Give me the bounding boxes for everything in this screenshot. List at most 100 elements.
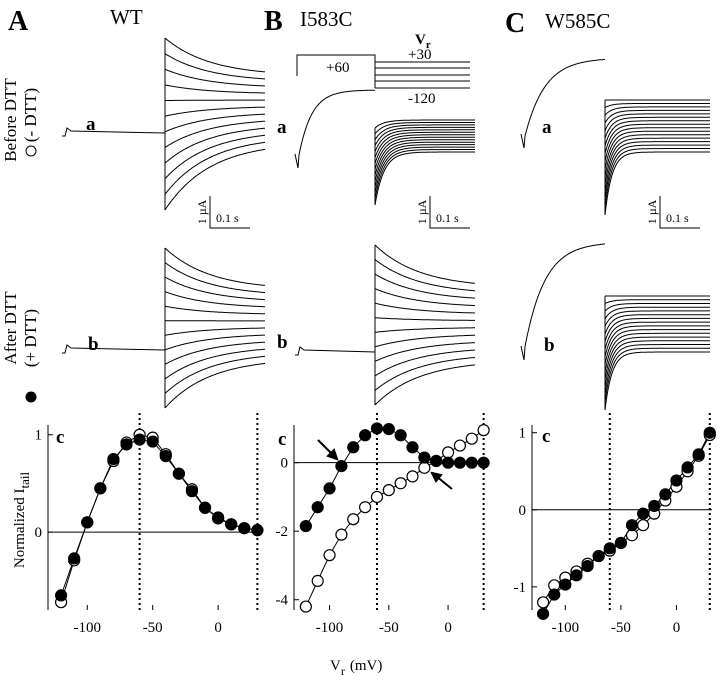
current-trace (374, 134, 475, 164)
scale-time: 0.1 s (436, 211, 459, 225)
current-trace (374, 273, 476, 299)
filled-point (159, 450, 172, 463)
current-trace (604, 127, 710, 162)
filled-point (548, 588, 561, 601)
current-trace (374, 129, 475, 152)
current-trace (164, 106, 265, 117)
protocol-v-sub: r (426, 39, 431, 51)
scale-current: 1 µA (415, 199, 429, 224)
current-trace (604, 141, 710, 193)
current-trace (604, 325, 710, 357)
x-label-sub: r (341, 664, 345, 678)
open-point (347, 513, 360, 526)
trace-label: b (277, 332, 288, 353)
current-trace (164, 334, 265, 351)
panel-title: WT (110, 5, 143, 29)
filled-point (477, 456, 490, 469)
y-axis-label: Normalized Itail (12, 472, 32, 569)
open-point (406, 470, 419, 483)
x-tick-label: -50 (611, 620, 631, 636)
filled-point (198, 501, 212, 514)
current-trace (62, 127, 166, 137)
filled-point (212, 512, 225, 525)
filled-point (592, 549, 605, 563)
filled-point (323, 482, 336, 495)
x-tick-label: -100 (74, 620, 102, 636)
current-trace (374, 144, 475, 188)
x-label-text: V (330, 658, 341, 674)
filled-point (465, 456, 478, 469)
open-point (311, 574, 324, 587)
filled-point (581, 559, 594, 573)
current-trace (62, 344, 166, 354)
protocol (296, 54, 470, 89)
current-trace (164, 113, 266, 133)
trace-label: b (88, 334, 99, 355)
filled-point (692, 448, 705, 461)
filled-point (185, 485, 199, 498)
filled-point (359, 429, 372, 442)
current-trace (164, 68, 266, 87)
current-trace (604, 336, 710, 380)
current-trace (374, 334, 476, 348)
x-label-unit: (mV) (350, 658, 383, 674)
filled-point (382, 423, 395, 436)
current-trace (164, 247, 266, 286)
current-trace (604, 123, 710, 154)
open-point (370, 490, 384, 504)
row-label: After DTT (1, 291, 20, 365)
current-trace (374, 244, 476, 284)
protocol-label: -120 (408, 91, 436, 107)
current-trace (604, 144, 710, 200)
filled-point (172, 467, 185, 480)
filled-point (637, 507, 650, 520)
panel-letter: C (505, 8, 525, 39)
current-trace (164, 276, 265, 301)
current-trace (520, 243, 606, 361)
current-trace (164, 348, 266, 380)
scale-current: 1 µA (195, 199, 209, 224)
current-trace (164, 327, 265, 336)
current-trace (374, 349, 475, 377)
filled-point (394, 429, 407, 442)
panel-title: I583C (300, 7, 353, 31)
filled-point (453, 456, 467, 469)
open-point (537, 596, 550, 609)
y-tick-label: -1 (514, 580, 527, 596)
current-trace (604, 137, 710, 185)
scale-bar (209, 196, 700, 229)
current-trace (604, 347, 710, 403)
current-trace (604, 106, 710, 116)
scale-time: 0.1 s (666, 211, 689, 225)
y-tick-label: 0 (35, 525, 43, 541)
x-tick-label: -100 (552, 620, 580, 636)
current-trace (604, 314, 710, 335)
filled-point (570, 569, 583, 582)
current-trace (604, 134, 710, 177)
filled-point (133, 433, 146, 446)
x-axis-label: Vr (mV) (330, 658, 382, 678)
current-trace (374, 126, 475, 146)
panel-title: W585C (545, 9, 610, 33)
y-tick-label: -4 (276, 593, 289, 609)
open-point (637, 519, 650, 532)
current-trace (374, 146, 475, 194)
open-marker (25, 145, 37, 157)
filled-point (614, 536, 627, 550)
trace-label: a (86, 114, 96, 135)
filled-point (94, 482, 107, 495)
open-point (441, 446, 455, 459)
current-trace (374, 317, 475, 321)
panel-letter: B (264, 6, 283, 37)
filled-point (238, 522, 251, 535)
filled-point (81, 516, 94, 529)
current-trace (164, 362, 266, 409)
filled-point (347, 441, 360, 454)
current-trace (604, 299, 710, 305)
filled-point (625, 519, 639, 532)
current-trace (374, 119, 475, 129)
current-trace (604, 329, 710, 365)
current-trace (374, 288, 476, 307)
filled-point (54, 589, 68, 602)
